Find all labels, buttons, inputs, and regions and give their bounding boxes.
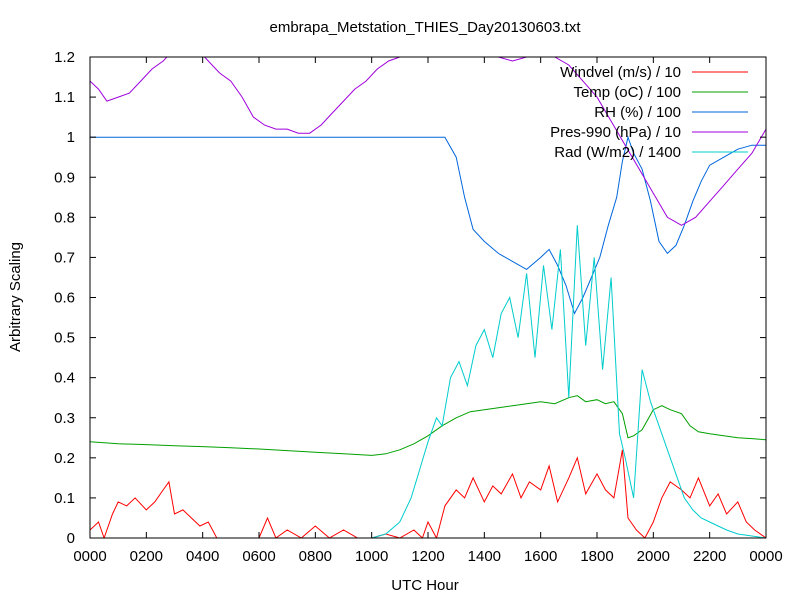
y-tick-label: 0.8 — [54, 209, 75, 226]
legend-label: Windvel (m/s) / 10 — [560, 64, 681, 81]
series-line-1 — [90, 395, 766, 456]
series-line-0 — [90, 449, 766, 538]
y-tick-label: 0.3 — [54, 410, 75, 427]
legend-label: Temp (oC) / 100 — [573, 84, 681, 101]
y-tick-label: 0.1 — [54, 490, 75, 507]
y-tick-label: 0.4 — [54, 370, 75, 387]
series-line-3 — [90, 57, 766, 226]
plot-area — [90, 57, 766, 538]
y-tick-label: 0 — [67, 530, 75, 547]
y-tick-label: 1.2 — [54, 49, 75, 66]
x-tick-label: 2200 — [693, 548, 726, 565]
legend-label: Pres-990 (hPa) / 10 — [550, 124, 681, 141]
legend-label: RH (%) / 100 — [594, 104, 681, 121]
legend-label: Rad (W/m2) / 1400 — [554, 144, 681, 161]
y-axis-label: Arbitrary Scaling — [7, 242, 24, 352]
x-tick-label: 1800 — [580, 548, 613, 565]
y-tick-label: 0.5 — [54, 330, 75, 347]
y-tick-label: 0.2 — [54, 450, 75, 467]
x-tick-label: 0200 — [130, 548, 163, 565]
x-tick-label: 0400 — [186, 548, 219, 565]
x-tick-label: 1200 — [411, 548, 444, 565]
legend: Windvel (m/s) / 10 Temp (oC) / 100 RH (%) … — [550, 64, 748, 161]
y-tick-label: 1 — [67, 129, 75, 146]
axis-ticks: 0000 0200 0400 0600 0800 1000 1200 1400 1600 1800… — [54, 49, 783, 565]
x-tick-label: 2000 — [637, 548, 670, 565]
x-axis-label: UTC Hour — [391, 577, 459, 594]
x-tick-label: 0000 — [73, 548, 106, 565]
y-tick-label: 0.9 — [54, 169, 75, 186]
chart-title: embrapa_Metstation_THIES_Day20130603.txt — [269, 19, 581, 36]
y-tick-label: 0.6 — [54, 290, 75, 307]
x-tick-label: 0000 — [749, 548, 782, 565]
y-tick-label: 0.7 — [54, 249, 75, 266]
series-line-4 — [90, 225, 766, 538]
x-tick-label: 0600 — [242, 548, 275, 565]
series-line-2 — [90, 135, 766, 315]
x-tick-label: 1600 — [524, 548, 557, 565]
x-tick-label: 1400 — [468, 548, 501, 565]
y-tick-label: 1.1 — [54, 89, 75, 106]
x-tick-label: 0800 — [299, 548, 332, 565]
x-tick-label: 1000 — [355, 548, 388, 565]
